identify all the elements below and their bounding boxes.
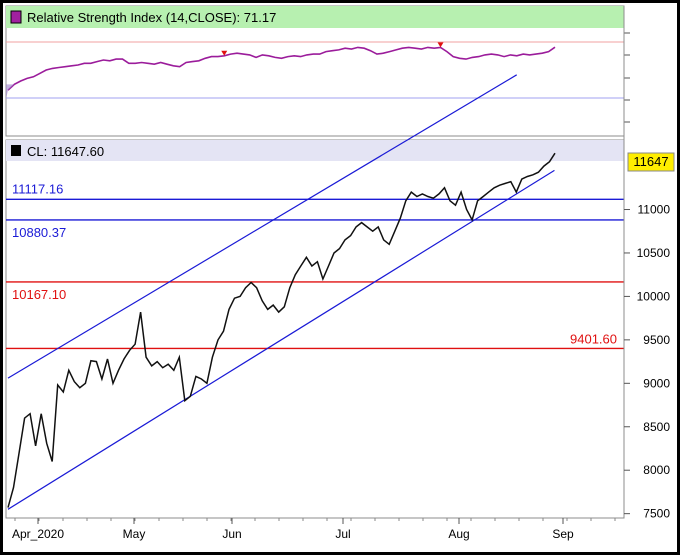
x-tick-label-5: Aug xyxy=(448,527,469,541)
level-label-4: 9401.60 xyxy=(570,331,617,346)
chart-canvas: Relative Strength Index (14,CLOSE): 71.1… xyxy=(5,5,675,541)
rsi-color-swatch xyxy=(10,10,22,24)
chart-frame: Relative Strength Index (14,CLOSE): 71.1… xyxy=(3,3,677,552)
rsi-marker-arrow-2 xyxy=(437,42,444,48)
last-price-badge-bg xyxy=(627,152,675,172)
y-tick-label-5: 9500 xyxy=(643,333,670,347)
y-tick-label-1: 7500 xyxy=(643,507,670,521)
y-tick-label-7: 10500 xyxy=(637,246,671,260)
rsi-oversold-fill xyxy=(6,84,15,99)
y-tick-label-2: 8000 xyxy=(643,463,670,477)
rsi-marker-arrow-1 xyxy=(221,50,228,56)
last-price-badge: 11647 xyxy=(627,152,675,172)
x-tick-label-4: Jul xyxy=(335,527,350,541)
x-tick-label-1: Apr_2020 xyxy=(12,527,64,541)
price-header xyxy=(6,140,624,161)
level-label-1: 11117.16 xyxy=(12,181,63,196)
rsi-title: Relative Strength Index (14,CLOSE): 71.1… xyxy=(27,10,276,25)
level-label-2: 10880.37 xyxy=(12,225,66,240)
y-tick-label-4: 9000 xyxy=(643,376,670,390)
level-label-3: 10167.10 xyxy=(12,287,66,302)
channel-upper-line xyxy=(7,74,518,379)
rsi-line xyxy=(7,46,556,91)
channel-lower-line xyxy=(7,169,555,510)
last-price-badge-text: 11647 xyxy=(633,154,668,169)
price-color-swatch xyxy=(11,145,21,156)
price-title: CL: 11647.60 xyxy=(27,144,104,159)
y-tick-label-3: 8500 xyxy=(643,420,670,434)
price-panel xyxy=(5,139,625,519)
y-tick-label-8: 11000 xyxy=(638,203,671,217)
y-tick-label-6: 10000 xyxy=(637,289,671,303)
x-tick-label-3: Jun xyxy=(222,527,241,541)
price-series-layer: 11117.16 10880.37 10167.10 9401.60 xyxy=(6,74,624,510)
price-y-axis: 7500 8000 8500 9000 9500 10000 10500 11000 xyxy=(624,203,670,521)
price-line xyxy=(7,152,556,508)
x-tick-label-6: Sep xyxy=(552,527,574,541)
rsi-series-layer xyxy=(6,32,630,123)
x-tick-label-2: May xyxy=(123,527,146,541)
x-axis: Apr_2020 May Jun Jul Aug Sep xyxy=(6,517,624,541)
rsi-header xyxy=(6,6,624,28)
